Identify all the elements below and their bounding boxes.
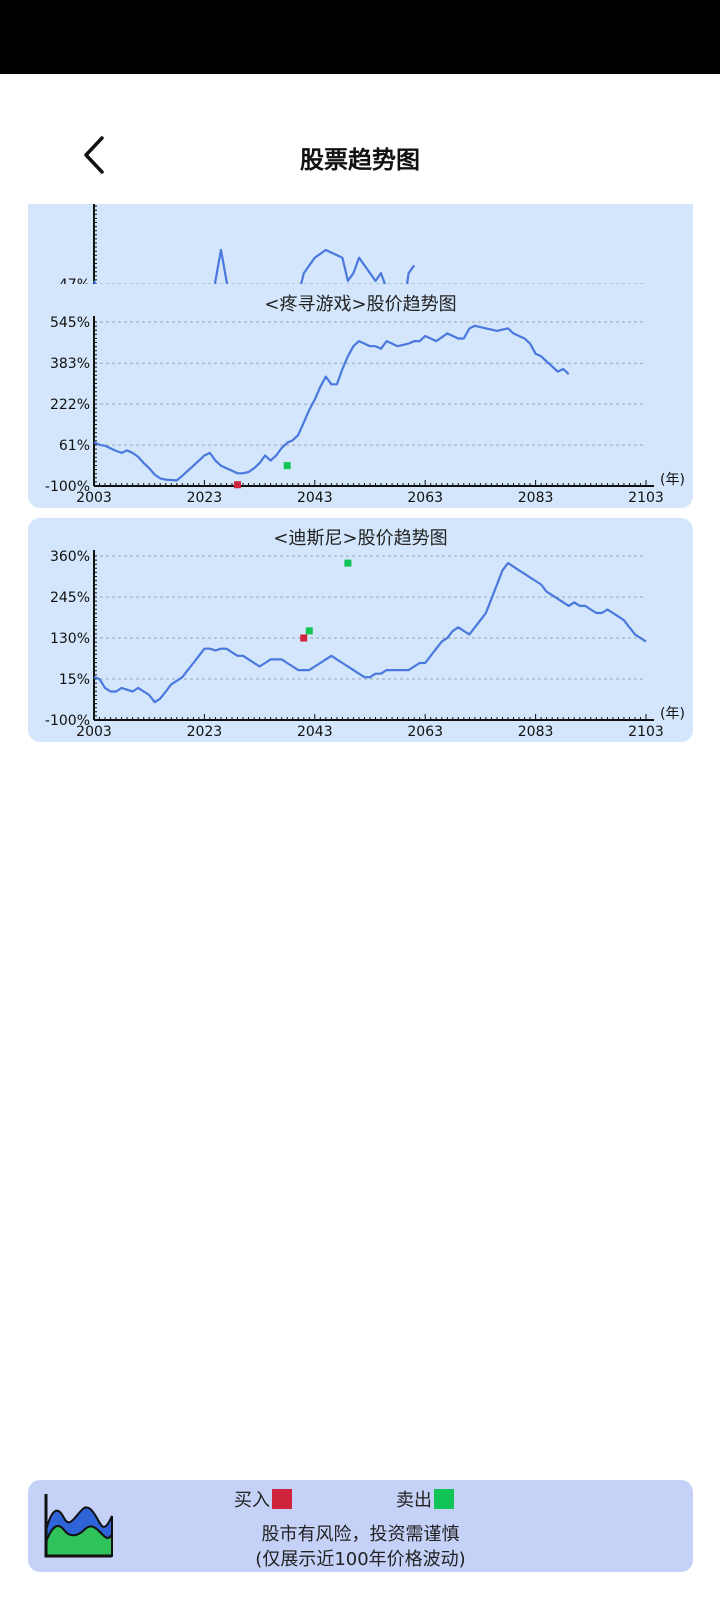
buy-legend: 买入 bbox=[234, 1486, 292, 1512]
x-tick-label: 2103 bbox=[628, 490, 664, 506]
page-title: 股票趋势图 bbox=[300, 146, 420, 174]
x-minor-ticks bbox=[93, 480, 647, 486]
sell-marker bbox=[305, 627, 313, 635]
y-tick-label: 222% bbox=[50, 397, 90, 413]
price-line bbox=[93, 324, 570, 482]
buy-label: 买入 bbox=[234, 1490, 270, 1511]
x-tick-label: 2023 bbox=[187, 490, 223, 506]
x-tick-label: 2003 bbox=[76, 490, 112, 506]
chevron-left-icon bbox=[84, 136, 104, 174]
x-minor-ticks bbox=[93, 714, 647, 720]
y-tick-label: 130% bbox=[50, 631, 90, 647]
buy-swatch bbox=[272, 1489, 292, 1509]
x-unit-label: (年) bbox=[660, 706, 685, 722]
y-tick-label: 545% bbox=[50, 315, 90, 331]
sell-label: 卖出 bbox=[396, 1490, 432, 1511]
range-note: (仅展示近100年价格波动) bbox=[255, 1549, 466, 1570]
sell-marker bbox=[283, 462, 291, 470]
price-line bbox=[93, 561, 647, 704]
y-tick-label: 61% bbox=[59, 438, 90, 454]
y-tick-label: 245% bbox=[50, 590, 90, 606]
buy-marker bbox=[300, 634, 308, 642]
x-tick-label: 2043 bbox=[297, 490, 333, 506]
y-tick-label: 360% bbox=[50, 549, 90, 565]
risk-warning: 股市有风险，投资需谨慎 bbox=[261, 1524, 460, 1545]
line-chart: 360% 245% 130% 15% -100%2003 2023 2043 2063 2083… bbox=[45, 549, 685, 740]
app-header: 股票趋势图 bbox=[0, 74, 720, 204]
x-tick-label: 2043 bbox=[297, 724, 333, 740]
y-tick-label: 15% bbox=[59, 672, 90, 688]
chart-title: <疼寻游戏>股价趋势图 bbox=[264, 294, 457, 315]
chart-title: <迪斯尼>股价趋势图 bbox=[273, 528, 448, 549]
x-tick-label: 2003 bbox=[76, 724, 112, 740]
sell-legend: 卖出 bbox=[396, 1486, 454, 1512]
y-tick-label: -100% bbox=[45, 713, 90, 729]
x-tick-label: 2083 bbox=[518, 490, 554, 506]
x-unit-label: (年) bbox=[660, 472, 685, 488]
status-bar bbox=[0, 0, 720, 74]
x-tick-label: 2103 bbox=[628, 724, 664, 740]
y-minor-ticks bbox=[94, 555, 97, 721]
buy-marker bbox=[234, 481, 242, 489]
back-button[interactable] bbox=[74, 132, 114, 178]
stock-chart-card: 360% 245% 130% 15% -100% 2003 2023 2043 2063 2083… bbox=[28, 518, 693, 742]
sell-swatch bbox=[434, 1489, 454, 1509]
sell-marker bbox=[344, 559, 352, 567]
legend-panel: 买入 卖出 股市有风险，投资需谨慎 (仅展示近100年价格波动) bbox=[28, 1480, 693, 1572]
y-tick-label: -100% bbox=[45, 479, 90, 495]
y-tick-label: 383% bbox=[50, 356, 90, 372]
x-tick-label: 2083 bbox=[518, 724, 554, 740]
stock-chart-card: 545% 383% 222% 61% -100% 2003 2023 2043 2063 2083… bbox=[28, 284, 693, 508]
line-chart: 545% 383% 222% 61% -100%2003 2023 2043 2063 2083… bbox=[45, 315, 685, 506]
y-minor-ticks bbox=[94, 321, 97, 487]
x-tick-label: 2023 bbox=[187, 724, 223, 740]
mountain-chart-icon bbox=[44, 1494, 113, 1558]
x-tick-label: 2063 bbox=[407, 490, 443, 506]
x-tick-label: 2063 bbox=[407, 724, 443, 740]
